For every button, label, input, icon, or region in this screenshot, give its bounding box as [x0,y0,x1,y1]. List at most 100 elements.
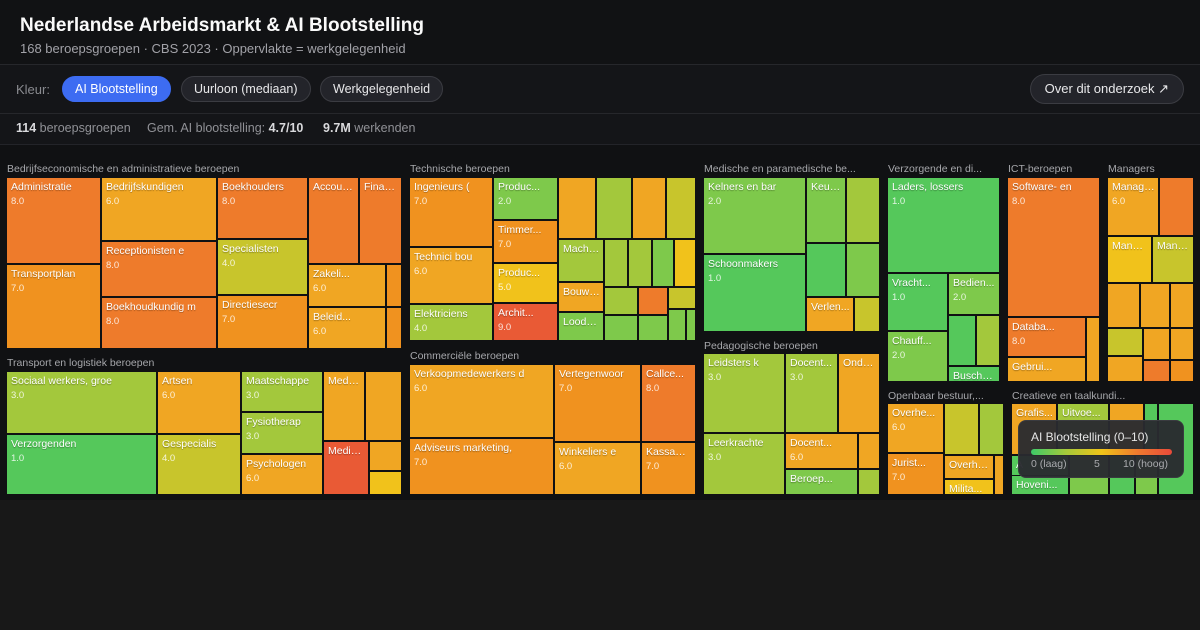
treemap-cell[interactable]: Maatschappe 3.0 [241,371,323,412]
treemap-cell[interactable]: Manage... [1152,236,1194,283]
treemap-cell[interactable]: Specialisten 4.0 [217,239,308,295]
treemap-cell[interactable] [858,469,880,495]
treemap-cell[interactable]: Verlen... [806,297,854,332]
treemap-cell[interactable] [1170,360,1194,382]
treemap-cell[interactable]: Ingenieurs (7.0 [409,177,493,247]
treemap-cell[interactable]: Gebrui... [1007,357,1086,382]
treemap-cell[interactable] [666,177,696,239]
treemap-cell[interactable] [1107,328,1143,356]
treemap-cell[interactable]: Buscha... [948,366,1000,382]
hourly-wage-button[interactable]: Uurloon (mediaan) [181,76,311,102]
treemap-cell[interactable]: Artsen 6.0 [157,371,241,434]
treemap-cell[interactable]: Kassam... 7.0 [641,442,696,495]
treemap-cell[interactable]: Fysiotherap 3.0 [241,412,323,454]
treemap-cell[interactable]: Adviseurs marketing, 7.0 [409,438,554,495]
treemap-cell[interactable]: Gespecialis 4.0 [157,434,241,495]
treemap-cell[interactable]: Administratie 8.0 [6,177,101,264]
treemap-cell[interactable] [604,287,638,315]
treemap-cell[interactable]: Chauff... 2.0 [887,331,948,382]
treemap-cell[interactable] [604,239,628,287]
treemap-cell[interactable]: Produc... 5.0 [493,263,558,303]
treemap-cell[interactable]: Receptionisten e 8.0 [101,241,217,297]
treemap-cell[interactable]: Manage... 6.0 [1107,177,1159,236]
treemap-cell[interactable] [638,287,668,315]
employment-button[interactable]: Werkgelegenheid [320,76,444,102]
treemap-cell[interactable] [365,371,402,441]
treemap-cell[interactable] [1143,360,1170,382]
treemap-cell[interactable]: Winkeliers e 6.0 [554,442,641,495]
treemap-cell[interactable] [854,297,880,332]
treemap-cell[interactable]: Manage... [1107,236,1152,283]
treemap-cell[interactable] [948,315,976,366]
treemap-cell[interactable]: Milita... [944,479,994,495]
treemap-cell[interactable] [596,177,632,239]
treemap-cell[interactable]: Schoonmakers 1.0 [703,254,806,332]
treemap-cell[interactable]: Financ... [359,177,402,264]
treemap-cell[interactable]: Psychologen 6.0 [241,454,323,495]
treemap-cell[interactable] [1107,283,1140,328]
treemap-cell[interactable]: Hoveni... [1011,475,1069,495]
treemap-cell[interactable]: Boekhoudkundig m 8.0 [101,297,217,349]
treemap-cell[interactable] [686,309,696,341]
treemap-cell[interactable] [1107,356,1143,382]
treemap-cell[interactable] [846,243,880,297]
treemap-cell[interactable] [1086,317,1100,382]
treemap-cell[interactable]: Overhe... [944,455,994,479]
treemap-cell[interactable] [1170,328,1194,360]
treemap-cell[interactable]: Zakeli... 6.0 [308,264,386,307]
treemap-cell[interactable] [638,315,668,341]
treemap-cell[interactable]: Callce... 8.0 [641,364,696,442]
treemap-cell[interactable] [386,307,402,349]
treemap-cell[interactable]: Boekhouders 8.0 [217,177,308,239]
treemap-cell[interactable]: Bedrijfskundigen 6.0 [101,177,217,241]
treemap-cell[interactable]: Overhe... 6.0 [887,403,944,453]
treemap-cell[interactable]: Bedien... 2.0 [948,273,1000,315]
treemap-cell[interactable]: Transportplan 7.0 [6,264,101,349]
treemap-cell[interactable] [558,177,596,239]
treemap-cell[interactable] [652,239,674,287]
treemap-cell[interactable]: Docent... 3.0 [785,353,838,433]
treemap-cell[interactable]: Verzorgenden 1.0 [6,434,157,495]
treemap-cell[interactable] [386,264,402,307]
treemap-cell[interactable] [668,309,686,341]
treemap-cell[interactable]: Verkoopmedewerkers d 6.0 [409,364,554,438]
treemap-cell[interactable]: Keuken... [806,177,846,243]
treemap-cell[interactable]: Beleid... 6.0 [308,307,386,349]
treemap-cell[interactable] [604,315,638,341]
treemap-cell[interactable] [674,239,696,287]
treemap-cell[interactable]: Leidsters k 3.0 [703,353,785,433]
treemap-cell[interactable]: Bouwar... [558,282,604,312]
treemap-cell[interactable] [976,315,1000,366]
treemap-cell[interactable] [979,403,1004,455]
treemap-cell[interactable] [369,471,402,495]
treemap-cell[interactable]: Onderw... [838,353,880,433]
treemap-cell[interactable]: Loodgi... [558,312,604,341]
ai-exposure-button[interactable]: AI Blootstelling [62,76,171,102]
treemap-cell[interactable]: Accoun... [308,177,359,264]
treemap-cell[interactable] [632,177,666,239]
treemap-cell[interactable]: Sociaal werkers, groe 3.0 [6,371,157,434]
treemap-cell[interactable] [806,243,846,297]
about-research-button[interactable]: Over dit onderzoek ↗ [1029,74,1184,104]
treemap-cell[interactable]: Jurist... 7.0 [887,453,944,495]
treemap-cell[interactable]: Leerkrachte 3.0 [703,433,785,495]
treemap-cell[interactable]: Laders, lossers 1.0 [887,177,1000,273]
treemap-cell[interactable]: Databa... 8.0 [1007,317,1086,357]
treemap-cell[interactable]: Vertegenwoor 7.0 [554,364,641,442]
treemap-cell[interactable] [846,177,880,243]
treemap-cell[interactable] [369,441,402,471]
treemap-cell[interactable] [858,433,880,469]
treemap-cell[interactable] [1170,283,1194,328]
treemap-cell[interactable]: Directiesecr 7.0 [217,295,308,349]
treemap-cell[interactable] [944,403,979,455]
treemap-cell[interactable]: Timmer... 7.0 [493,220,558,263]
treemap-cell[interactable]: Kelners en bar 2.0 [703,177,806,254]
treemap-cell[interactable]: Produc... 2.0 [493,177,558,220]
treemap-cell[interactable]: Machin... [558,239,604,282]
treemap-cell[interactable]: Technici bou 6.0 [409,247,493,304]
treemap-cell[interactable] [668,287,696,309]
treemap-cell[interactable]: Archit... 9.0 [493,303,558,341]
treemap-cell[interactable] [628,239,652,287]
treemap-cell[interactable] [1159,177,1194,236]
treemap-cell[interactable]: Docent... 6.0 [785,433,858,469]
